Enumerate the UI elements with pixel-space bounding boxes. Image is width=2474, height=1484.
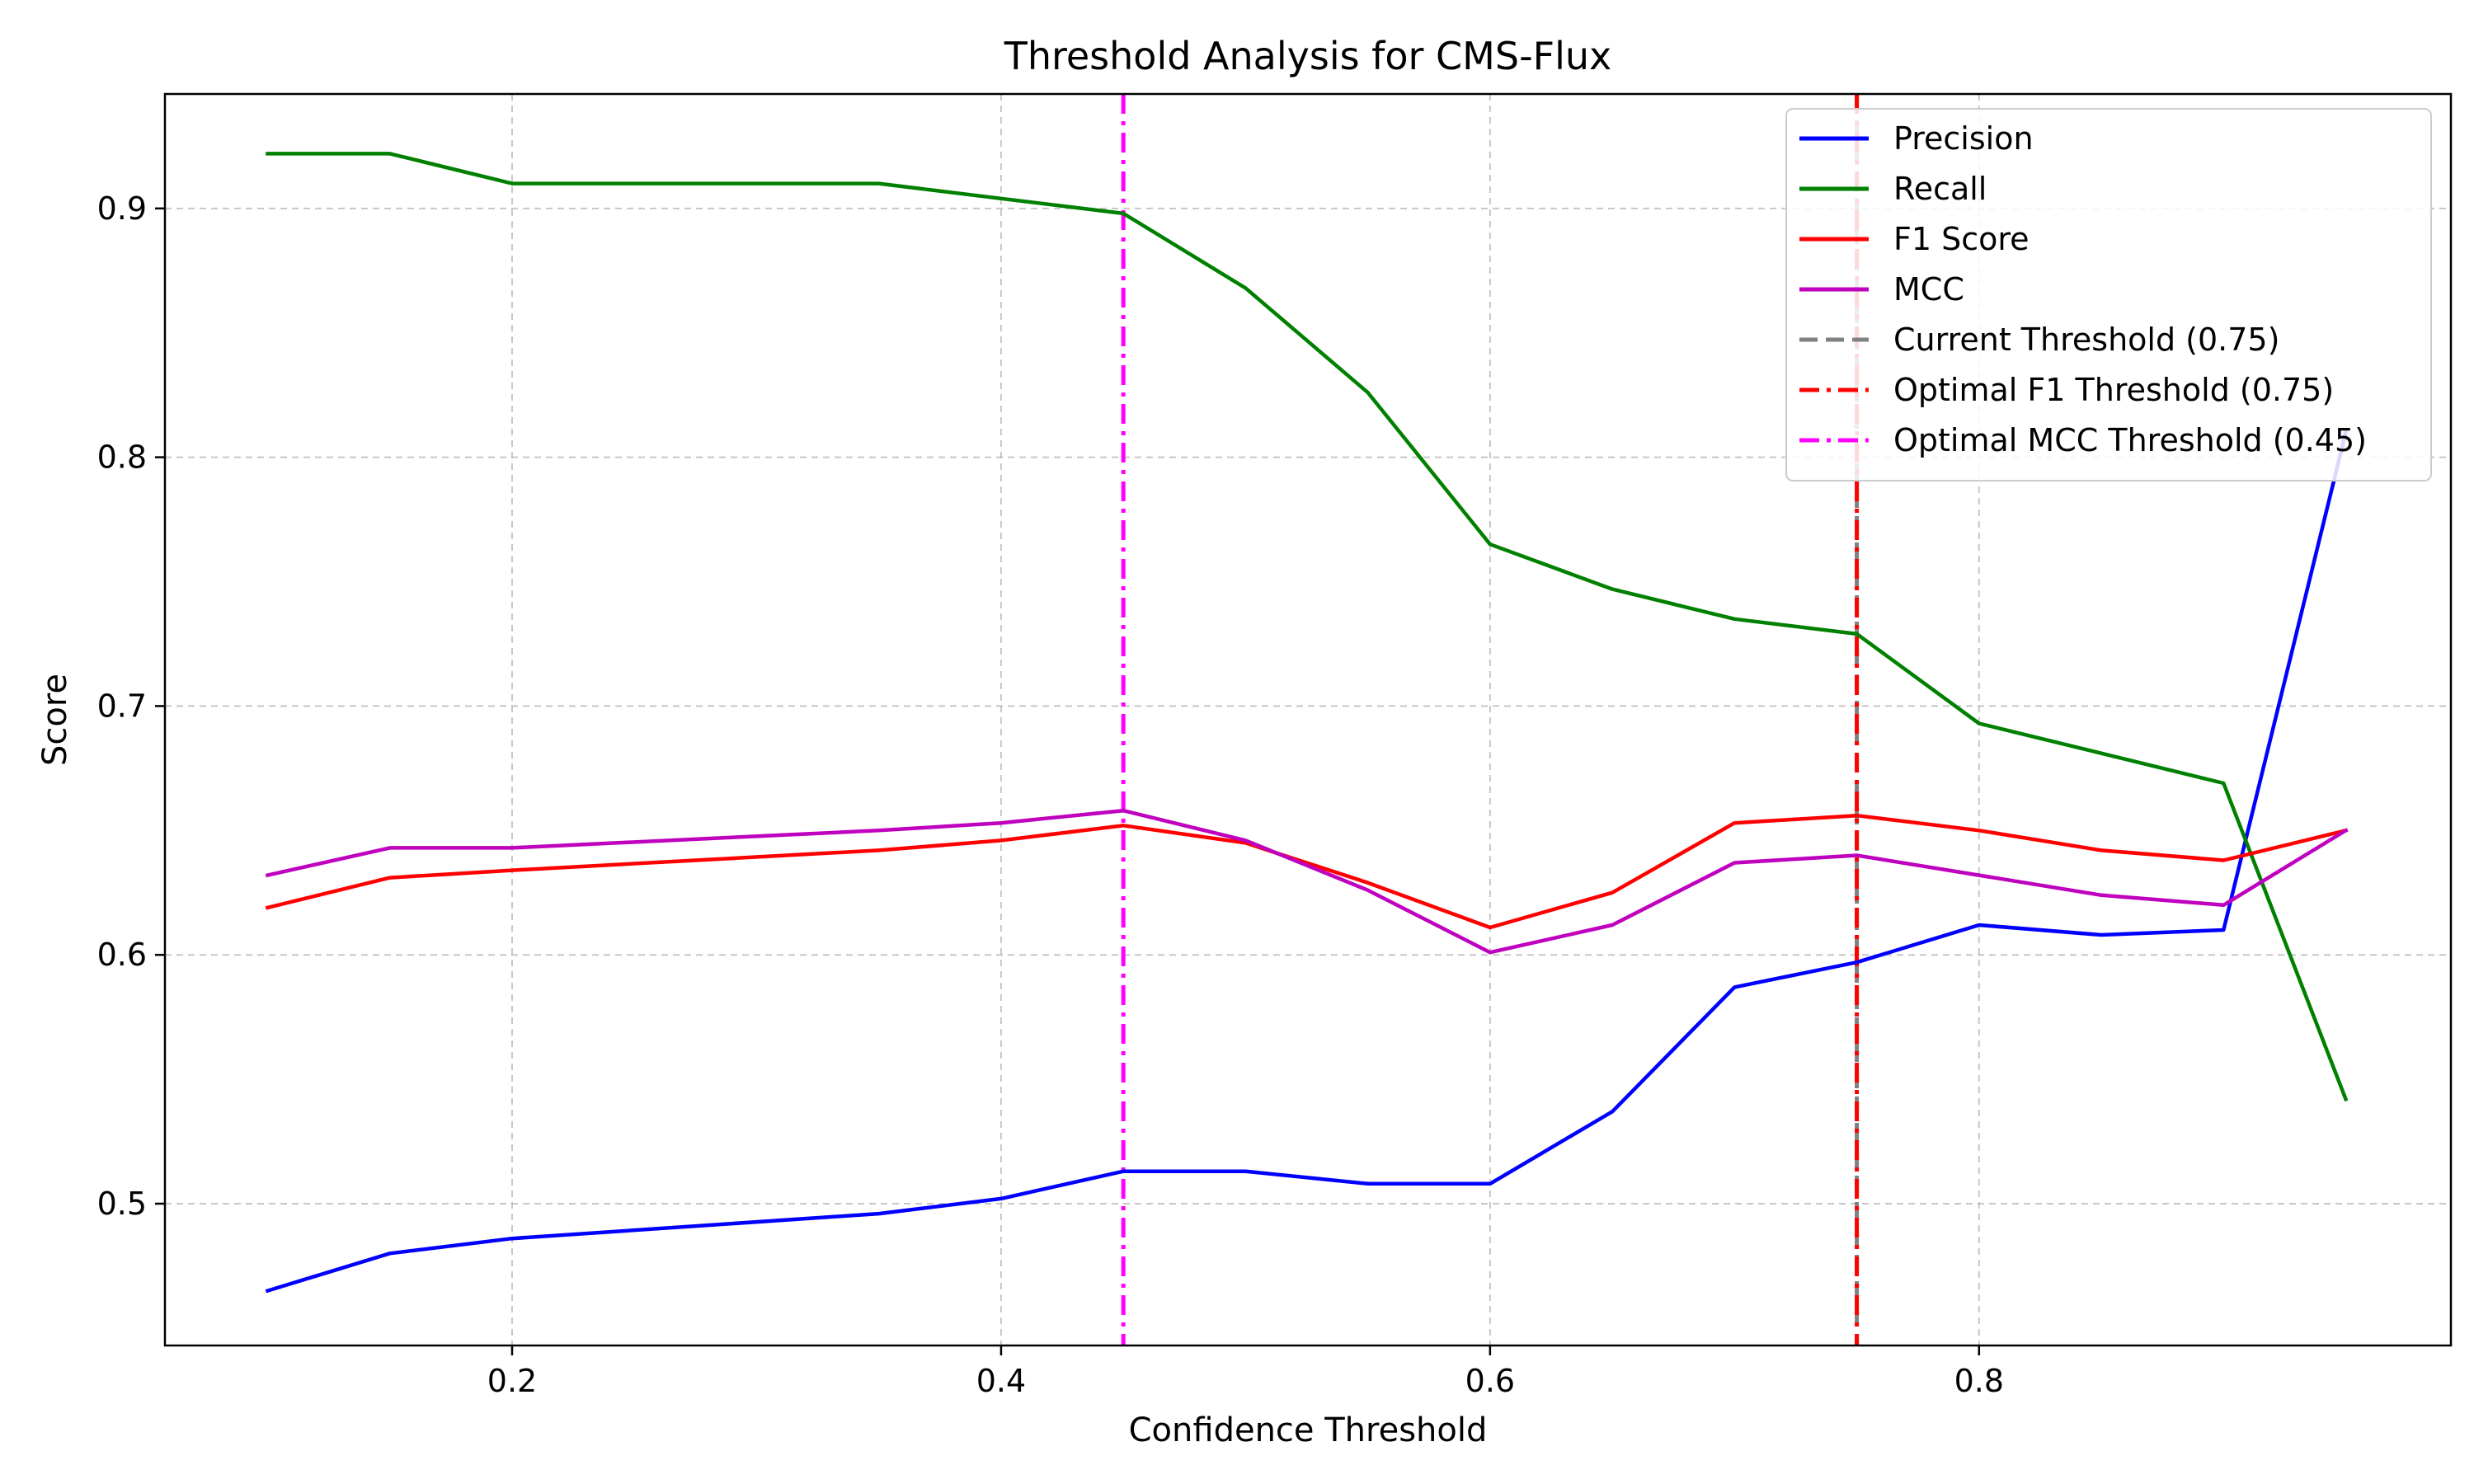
y-axis-label: Score [36, 674, 74, 766]
legend-label: MCC [1893, 271, 1964, 308]
y-tick-label: 0.6 [97, 937, 147, 973]
series-line [265, 430, 2349, 1294]
plot-area-frame [163, 92, 2453, 1347]
y-tick-label: 0.7 [97, 688, 147, 724]
series-line [265, 813, 2349, 930]
series-lines [265, 152, 2349, 1294]
series-line [265, 808, 2349, 955]
x-tick-label: 0.8 [1954, 1363, 2004, 1399]
legend-box [1785, 108, 2432, 481]
x-tick-label: 0.6 [1465, 1363, 1515, 1399]
legend-label: F1 Score [1893, 221, 2030, 257]
y-tick-label: 0.9 [97, 190, 147, 227]
legend-label: Current Threshold (0.75) [1893, 322, 2279, 358]
series-line [266, 152, 2349, 1102]
legend: Precision Recall F1 Score MCC Current Thresh… [1785, 108, 2432, 481]
legend-label: Recall [1893, 171, 1987, 207]
x-tick-label: 0.2 [487, 1363, 537, 1399]
x-axis-ticks: 0.2 0.4 0.6 0.8 [487, 1345, 2004, 1399]
x-axis-label: Confidence Threshold [1129, 1411, 1488, 1449]
legend-label: Optimal MCC Threshold (0.45) [1893, 422, 2367, 458]
y-tick-label: 0.8 [97, 439, 147, 476]
y-axis-ticks: 0.5 0.6 0.7 0.8 0.9 [97, 190, 165, 1222]
y-tick-label: 0.5 [97, 1186, 147, 1222]
chart-title: Threshold Analysis for CMS-Flux [1004, 34, 1612, 78]
x-tick-label: 0.4 [976, 1363, 1026, 1399]
legend-label: Optimal F1 Threshold (0.75) [1893, 372, 2334, 408]
legend-label: Precision [1893, 120, 2034, 157]
